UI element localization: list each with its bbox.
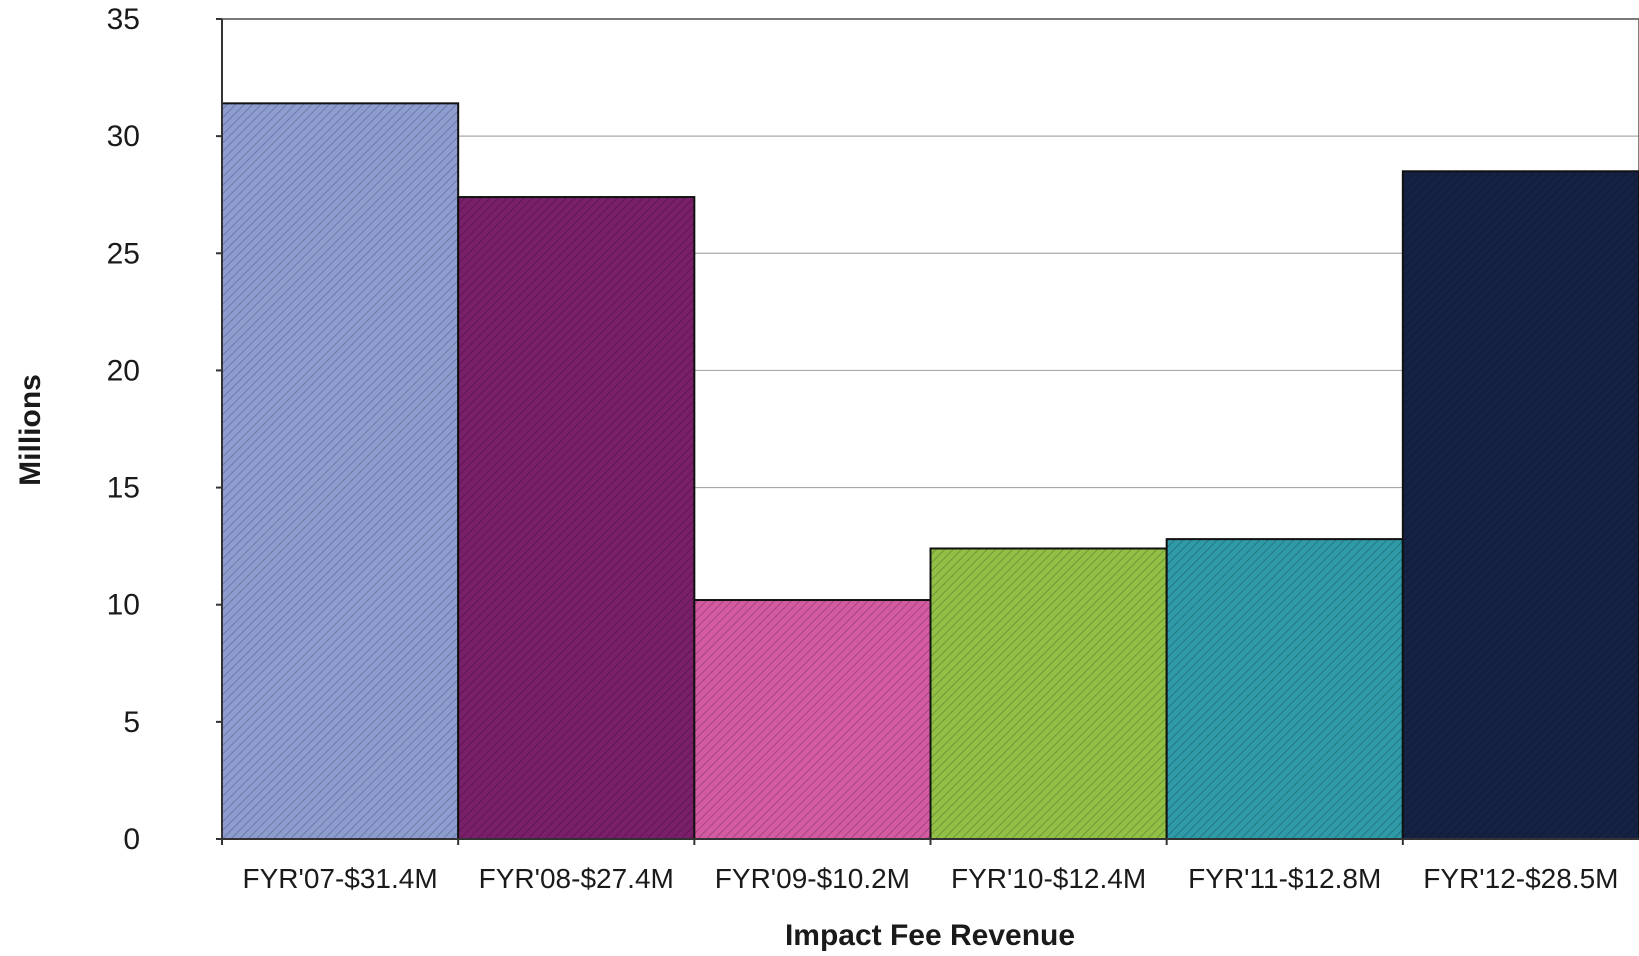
y-tick-label: 35 <box>107 3 140 36</box>
bar <box>1401 170 1639 841</box>
y-axis-ticks: 0 5 10 15 20 25 30 35 <box>107 3 222 856</box>
bar <box>693 599 932 840</box>
y-tick-label: 15 <box>107 472 140 505</box>
x-category-label: FYR'07-$31.4M <box>242 863 437 894</box>
x-category-label: FYR'09-$10.2M <box>715 863 910 894</box>
x-category-label: FYR'10-$12.4M <box>951 863 1146 894</box>
y-tick-label: 20 <box>107 354 140 387</box>
y-tick-label: 30 <box>107 120 140 153</box>
bar <box>1165 538 1404 840</box>
y-tick-label: 5 <box>123 706 140 739</box>
y-tick-label: 10 <box>107 589 140 622</box>
y-axis-title: Millions <box>14 374 47 486</box>
x-category-label: FYR'11-$12.8M <box>1188 863 1381 894</box>
y-tick-label: 25 <box>107 237 140 270</box>
bars <box>221 102 1639 841</box>
y-tick-label: 0 <box>123 823 140 856</box>
bar <box>457 196 696 841</box>
x-category-label: FYR'12-$28.5M <box>1423 863 1618 894</box>
x-category-label: FYR'08-$27.4M <box>479 863 674 894</box>
x-axis-title: Impact Fee Revenue <box>785 919 1075 952</box>
x-axis-category-labels: FYR'07-$31.4M FYR'08-$27.4M FYR'09-$10.2M F… <box>221 839 1619 894</box>
bar <box>221 102 460 841</box>
bar <box>929 547 1168 840</box>
